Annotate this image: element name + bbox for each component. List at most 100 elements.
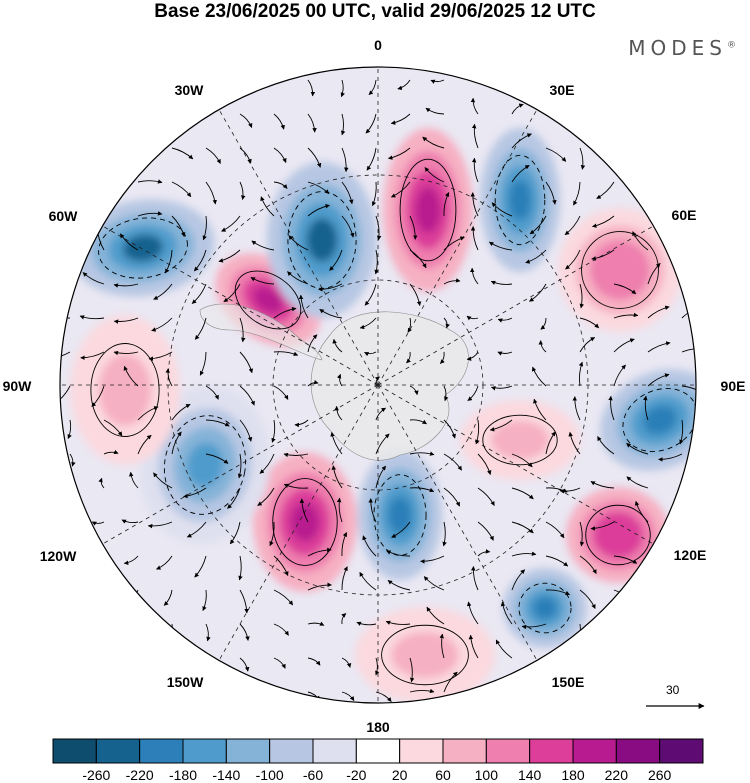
- wind-arrow: [470, 192, 479, 217]
- height-contour-line: [585, 504, 651, 566]
- wind-arrow: [443, 317, 450, 329]
- colorbar-swatch: [312, 738, 357, 764]
- anomaly-contour: [533, 596, 557, 620]
- lon-label-0: 0: [374, 37, 382, 53]
- anomaly-contour: [290, 502, 320, 542]
- wind-arrow: [443, 192, 450, 217]
- anomaly-contour: [306, 218, 338, 262]
- wind-arrow: [466, 315, 479, 321]
- wind-arrow: [273, 623, 289, 636]
- lon-label-180: 180: [366, 719, 390, 735]
- wind-arrow: [409, 215, 418, 240]
- wind-arrow: [251, 240, 275, 251]
- wind-arrow: [538, 340, 547, 353]
- colorbar-tick-label: -220: [125, 767, 154, 783]
- wind-arrow: [336, 373, 343, 387]
- wind-arrow: [191, 283, 207, 304]
- wind-arrow: [287, 271, 309, 285]
- wind-arrow: [239, 589, 249, 614]
- anomaly-contour: [388, 496, 412, 534]
- lon-label-60e: 60E: [671, 207, 697, 223]
- wind-arrow: [123, 365, 139, 387]
- wind-arrow: [490, 385, 513, 391]
- meridian-line: [102, 384, 379, 545]
- wind-arrow: [260, 196, 275, 217]
- colorbar-swatch: [399, 738, 444, 764]
- wind-arrow: [511, 133, 532, 149]
- colorbar-tick-label: -260: [82, 767, 111, 783]
- meridian-line: [218, 384, 379, 661]
- wind-arrow: [147, 521, 173, 529]
- wind-arrow: [590, 481, 615, 489]
- wind-arrow: [578, 361, 584, 387]
- wind-arrow: [545, 521, 565, 539]
- wind-arrow: [364, 351, 377, 357]
- wind-arrow: [307, 204, 330, 217]
- wind-arrow: [397, 79, 411, 91]
- wind-arrow: [163, 589, 173, 606]
- wind-arrow: [597, 436, 615, 455]
- colorbar-tick-label: -180: [168, 767, 198, 783]
- wind-arrow: [409, 249, 427, 269]
- wind-arrow: [439, 351, 445, 364]
- wind-arrow: [477, 521, 494, 541]
- wind-arrow: [307, 79, 316, 97]
- wind-arrow: [362, 535, 377, 557]
- wind-arrow: [374, 376, 380, 387]
- wind-arrow: [223, 283, 241, 303]
- wind-arrow: [171, 181, 192, 198]
- wind-arrow: [591, 249, 615, 261]
- wind-arrow: [565, 249, 581, 270]
- wind-arrow: [137, 211, 163, 217]
- wind-arrow: [239, 657, 250, 672]
- wind-arrow: [119, 233, 139, 251]
- wind-arrow: [511, 569, 526, 591]
- wind-arrow: [409, 451, 435, 456]
- wind-arrow: [283, 483, 309, 489]
- wind-arrow: [579, 589, 596, 609]
- wind-arrow: [406, 351, 411, 364]
- wind-arrow: [91, 521, 105, 526]
- colorbar-swatch: [572, 738, 617, 764]
- wind-arrow: [511, 487, 534, 500]
- wind-arrow: [148, 351, 173, 361]
- wind-arrow: [647, 341, 671, 353]
- wind-arrow: [647, 305, 670, 319]
- colorbar-swatch: [225, 738, 271, 764]
- wind-arrow: [239, 385, 255, 406]
- wind-arrow: [488, 241, 513, 251]
- wind-arrow: [647, 373, 670, 387]
- wind-arrow: [334, 405, 343, 421]
- wind-arrow: [477, 487, 495, 506]
- wind-arrow: [596, 181, 615, 199]
- wind-arrow: [307, 334, 318, 353]
- colorbar-tick-label: -60: [302, 767, 324, 783]
- wind-arrow: [171, 431, 182, 455]
- wind-arrow: [273, 181, 288, 189]
- wind-arrow: [409, 283, 422, 306]
- wind-arrow: [681, 385, 696, 395]
- lon-label-150w: 150W: [166, 674, 204, 690]
- wind-arrow: [123, 555, 139, 566]
- wind-arrow: [227, 487, 241, 509]
- colorbar-swatch: [355, 738, 401, 764]
- wind-arrow: [371, 181, 377, 207]
- height-contour-line: [272, 478, 338, 566]
- wind-arrow: [375, 407, 387, 421]
- wind-arrow: [497, 351, 513, 356]
- wind-arrow: [273, 589, 294, 606]
- wind-arrow: [137, 406, 159, 421]
- wind-arrow: [273, 555, 289, 577]
- wind-arrow: [137, 434, 152, 455]
- colorbar-tick-label: 140: [517, 767, 542, 783]
- wind-arrow: [332, 338, 343, 353]
- wind-arrow: [80, 351, 105, 361]
- wind-arrow: [205, 181, 217, 205]
- wind-arrow: [545, 181, 557, 205]
- wind-arrow: [468, 634, 479, 659]
- colorbar-swatch: [485, 738, 531, 764]
- wind-arrow: [307, 582, 332, 591]
- wind-arrow: [386, 550, 411, 557]
- registered-mark: ®: [727, 40, 736, 51]
- wind-arrow: [626, 442, 649, 455]
